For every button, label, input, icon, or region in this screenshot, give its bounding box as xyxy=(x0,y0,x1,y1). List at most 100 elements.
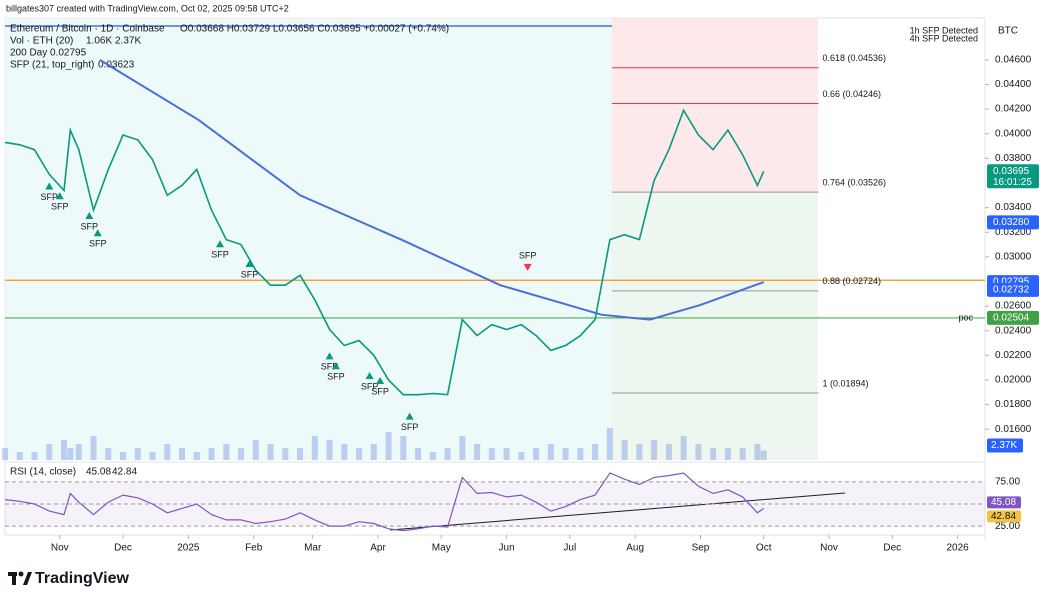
volume-bar xyxy=(760,450,767,460)
volume-bar xyxy=(61,440,68,460)
fib-label: 0.618 (0.04536) xyxy=(823,53,887,63)
sfp-marker xyxy=(523,263,532,271)
legend-rsi: RSI (14, close) xyxy=(10,467,76,478)
axis-badge xyxy=(987,215,1039,230)
volume-bar xyxy=(547,444,554,460)
sfp-marker xyxy=(325,352,334,360)
y-tick-label: 0.03000 xyxy=(995,251,1032,262)
volume-bar xyxy=(665,444,672,460)
volume-bar xyxy=(488,448,495,460)
x-tick-label: Dec xyxy=(114,543,132,554)
volume-bar xyxy=(429,452,436,460)
x-tick-label: Nov xyxy=(820,543,838,554)
y-tick-label: 0.02600 xyxy=(995,301,1032,312)
volume-bar xyxy=(223,444,230,460)
sfp-label: SFP xyxy=(51,202,69,212)
volume-bar xyxy=(252,440,259,460)
price-line xyxy=(4,108,765,396)
volume-bar xyxy=(90,436,97,460)
sfp-label: SFP xyxy=(327,372,345,382)
legend-title: Ethereum / Bitcoin · 1D · Coinbase xyxy=(10,24,165,35)
sfp-label: SFP xyxy=(401,422,419,432)
sfp-label: SFP xyxy=(371,386,389,396)
sfp-marker xyxy=(245,260,254,268)
rsi-badge xyxy=(987,496,1021,509)
volume-bar xyxy=(282,448,289,460)
rsi-badge-label: 42.84 xyxy=(991,511,1016,522)
alert: 1h SFP Detected xyxy=(910,25,978,35)
volume-bar xyxy=(385,432,392,460)
volume-bar xyxy=(134,448,141,460)
volume-bar xyxy=(621,440,628,460)
volume-bar xyxy=(326,440,333,460)
x-tick-label: Jun xyxy=(499,543,515,554)
volume-bar xyxy=(474,444,481,460)
sfp-marker xyxy=(45,182,54,190)
volume-bar xyxy=(606,428,613,460)
x-tick-label: Aug xyxy=(626,543,644,554)
y-tick-label: 0.02200 xyxy=(995,350,1032,361)
legend-sfp: SFP (21, top_right) xyxy=(10,60,94,71)
y-tick-label: 0.04400 xyxy=(995,79,1032,90)
legend-volume: Vol · ETH (20) xyxy=(10,36,73,47)
y-tick-label: 0.03800 xyxy=(995,153,1032,164)
volume-bar xyxy=(562,448,569,460)
x-tick-label: Mar xyxy=(304,543,322,554)
credit: billgates307 created with TradingView.co… xyxy=(6,3,289,13)
volume-bar xyxy=(267,444,274,460)
rsi-badge-label: 45.08 xyxy=(991,497,1016,508)
volume-bar xyxy=(370,444,377,460)
sfp-marker xyxy=(85,211,94,219)
sfp-marker xyxy=(405,412,414,420)
sfp-marker xyxy=(215,240,224,248)
rsi-line xyxy=(4,472,765,532)
rsi-tick-label: 75.00 xyxy=(995,476,1020,487)
volume-bar xyxy=(739,448,746,460)
axis-badge-label: 0.02504 xyxy=(993,313,1030,324)
y-tick-label: 0.02400 xyxy=(995,325,1032,336)
currency: BTC xyxy=(998,26,1018,37)
legend-ma-value: 0.02795 xyxy=(50,48,87,59)
y-tick-label: 0.03400 xyxy=(995,202,1032,213)
zone-discount xyxy=(612,193,818,460)
volume-bar xyxy=(16,452,23,460)
sfp-marker xyxy=(365,372,374,380)
logo-icon xyxy=(8,571,32,585)
volume-bar xyxy=(577,448,584,460)
axis-badge-label: 0.02795 xyxy=(993,277,1030,288)
volume-bar xyxy=(105,448,112,460)
x-tick-label: Nov xyxy=(51,543,69,554)
volume-bar xyxy=(724,448,731,460)
rsi-tick-label: 25.00 xyxy=(995,521,1020,532)
axis-badge-label: 0.03280 xyxy=(993,217,1030,228)
volume-bar xyxy=(75,444,82,460)
volume-bar xyxy=(459,436,466,460)
y-tick-label: 0.04000 xyxy=(995,128,1032,139)
y-tick-label: 0.01600 xyxy=(995,424,1032,435)
volume-bar xyxy=(533,448,540,460)
ma-line xyxy=(99,59,765,321)
volume-bar xyxy=(2,448,8,460)
countdown: 16:01:25 xyxy=(993,177,1032,188)
sfp-marker xyxy=(376,376,385,384)
sfp-label: SFP xyxy=(321,362,339,372)
volume-bar xyxy=(636,444,643,460)
axis-badge-label: 0.03695 xyxy=(993,166,1030,177)
volume-badge-label: 2.37K xyxy=(991,440,1017,451)
volume-bar xyxy=(695,444,702,460)
volume-bar xyxy=(341,444,348,460)
axis-badge xyxy=(987,164,1039,189)
volume-bar xyxy=(120,452,127,460)
legend-ohlc: O0.03668 H0.03729 L0.03656 C0.03695 +0.0… xyxy=(180,24,449,35)
y-tick-label: 0.01800 xyxy=(995,399,1032,410)
volume-bar xyxy=(46,444,53,460)
level-label: poc xyxy=(958,312,973,322)
legend-volume-value: 1.06K xyxy=(86,36,112,47)
sfp-label: SFP xyxy=(89,239,107,249)
sfp-label: SFP xyxy=(361,381,379,391)
x-tick-label: 2026 xyxy=(946,543,969,554)
volume-bar xyxy=(208,448,215,460)
volume-bar xyxy=(164,444,171,460)
y-tick-label: 0.03200 xyxy=(995,227,1032,238)
